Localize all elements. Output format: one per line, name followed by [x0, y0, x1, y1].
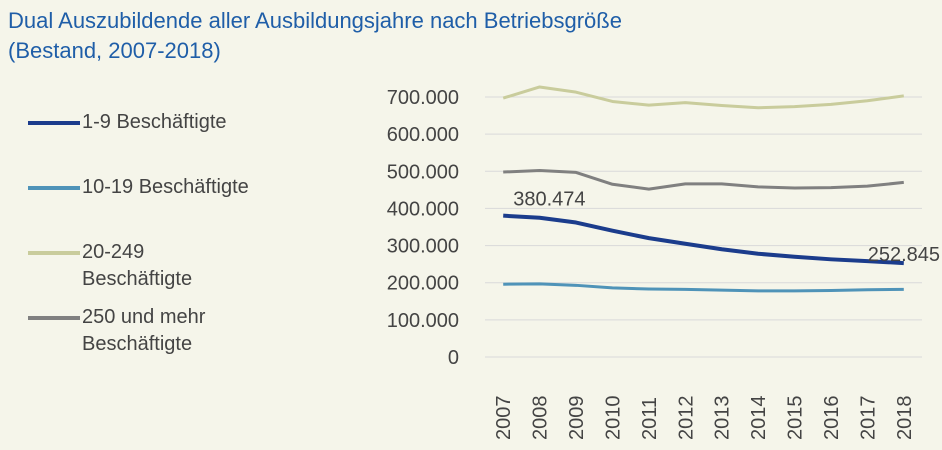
chart-subtitle: (Bestand, 2007-2018) [8, 38, 221, 63]
y-tick-label: 300.000 [387, 236, 459, 258]
legend-label: 1-9 Beschäftigte [82, 111, 227, 133]
series-line [503, 213, 904, 266]
x-tick-label: 2010 [602, 396, 624, 441]
x-tick-label: 2015 [785, 396, 807, 441]
x-tick-label: 2016 [821, 396, 843, 441]
x-tick-label: 2008 [530, 396, 552, 441]
x-tick-label: 2007 [493, 395, 515, 440]
x-tick-label: 2018 [894, 396, 916, 441]
y-tick-label: 100.000 [387, 310, 459, 332]
legend-label: 10-19 Beschäftigte [82, 176, 249, 198]
legend-label: 20-249 Beschäftigte [82, 241, 193, 290]
series-line [502, 85, 904, 110]
y-tick-label: 700.000 [387, 87, 459, 109]
x-tick-label: 2011 [639, 397, 661, 440]
x-tick-label: 2009 [566, 396, 588, 441]
y-tick-label: 200.000 [387, 273, 459, 295]
y-tick-label: 600.000 [387, 124, 459, 146]
x-tick-label: 2012 [675, 396, 697, 441]
y-tick-label: 400.000 [387, 198, 459, 220]
x-tick-label: 2014 [748, 396, 770, 441]
y-tick-label: 0 [448, 347, 459, 369]
legend-label: 250 und mehr Beschäftigte [82, 306, 206, 355]
x-tick-label: 2013 [712, 396, 734, 441]
x-tick-label: 2017 [857, 396, 879, 441]
series-line [503, 169, 904, 191]
y-tick-label: 500.000 [387, 161, 459, 183]
series-line [503, 282, 904, 293]
data-label: 380.474 [513, 189, 585, 211]
chart-title: Dual Auszubildende aller Ausbildungsjahr… [8, 8, 622, 33]
data-label: 252.845 [868, 244, 940, 266]
